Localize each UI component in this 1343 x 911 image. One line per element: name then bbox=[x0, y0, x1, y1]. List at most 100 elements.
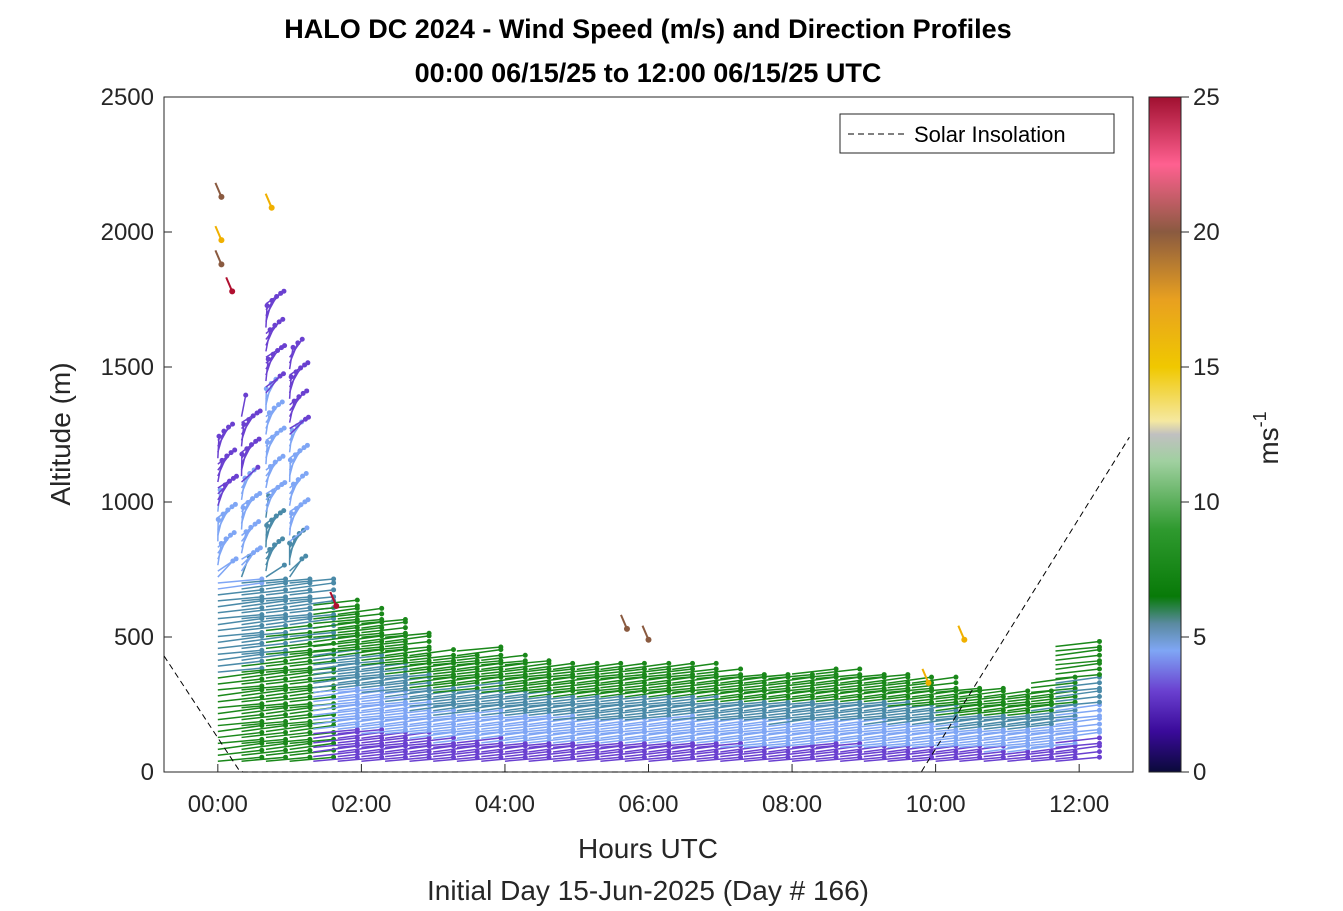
wind-barb-shaft bbox=[815, 737, 860, 744]
wind-barb-shaft bbox=[600, 673, 645, 680]
wind-barb-shaft bbox=[288, 338, 303, 358]
wind-barb-shaft bbox=[337, 607, 382, 616]
wind-barb-shaft bbox=[433, 745, 478, 753]
wind-barb-shaft bbox=[241, 600, 286, 608]
wind-barb-shaft bbox=[265, 738, 310, 745]
wind-barb-point bbox=[379, 749, 385, 755]
wind-barb-point bbox=[953, 749, 959, 755]
wind-barb-point bbox=[1048, 694, 1054, 700]
wind-barb-point bbox=[929, 740, 935, 746]
wind-barb-point bbox=[1000, 721, 1006, 727]
wind-barb-point bbox=[570, 721, 576, 727]
wind-barb-point bbox=[259, 736, 265, 742]
wind-barb-point bbox=[977, 713, 983, 719]
wind-barb-point bbox=[259, 594, 265, 600]
wind-barb-shaft bbox=[720, 703, 765, 712]
wind-barb-shaft bbox=[337, 701, 382, 707]
wind-barb-shaft bbox=[815, 668, 860, 675]
x-tick-label: 08:00 bbox=[762, 791, 822, 818]
wind-barb-point bbox=[304, 388, 310, 394]
wind-barb-point bbox=[929, 699, 935, 705]
wind-barb-shaft bbox=[265, 749, 311, 757]
wind-barb-shaft bbox=[313, 632, 358, 639]
wind-barb-shaft bbox=[217, 613, 262, 620]
wind-barb-point bbox=[833, 735, 839, 741]
wind-barb-shaft bbox=[959, 737, 1004, 744]
wind-barb-point bbox=[641, 685, 647, 691]
wind-barb-point bbox=[1000, 727, 1006, 733]
wind-barb-point bbox=[641, 672, 647, 678]
wind-barb-point bbox=[379, 666, 385, 672]
wind-barb-shaft bbox=[433, 654, 478, 661]
wind-barb-point bbox=[259, 719, 265, 725]
wind-barb-point bbox=[354, 666, 360, 672]
wind-barb-point bbox=[905, 721, 911, 727]
wind-barb-shaft bbox=[265, 484, 283, 501]
wind-barb-point bbox=[809, 672, 815, 678]
wind-barb-shaft bbox=[361, 717, 406, 726]
wind-barb-point bbox=[257, 408, 263, 414]
wind-barb-point bbox=[1000, 754, 1006, 760]
wind-barb-point bbox=[402, 735, 408, 741]
wind-barb-shaft bbox=[337, 737, 382, 744]
wind-barb-point bbox=[738, 672, 744, 678]
wind-barb-shaft bbox=[241, 724, 286, 733]
wind-barb-point bbox=[1096, 735, 1102, 741]
wind-barb-shaft bbox=[337, 723, 382, 730]
wind-barb-point bbox=[1096, 685, 1102, 691]
wind-barb-point bbox=[690, 749, 695, 755]
wind-barb-point bbox=[1025, 721, 1031, 727]
wind-barb-point bbox=[1048, 735, 1054, 741]
wind-barb-shaft bbox=[481, 731, 526, 739]
wind-barb-point bbox=[570, 735, 576, 741]
wind-barb-shaft bbox=[241, 635, 286, 644]
wind-barb-point bbox=[402, 638, 408, 644]
wind-barb-shaft bbox=[743, 742, 789, 749]
wind-barb-shaft bbox=[481, 715, 526, 721]
wind-barb-shaft bbox=[840, 690, 885, 698]
wind-barb-shaft bbox=[863, 737, 908, 744]
wind-barb-shaft bbox=[791, 695, 837, 703]
wind-barb-point bbox=[230, 421, 236, 427]
wind-barb-shaft bbox=[743, 723, 789, 730]
wind-barb-shaft bbox=[791, 673, 837, 680]
wind-barb-point bbox=[426, 735, 432, 741]
wind-barb-point bbox=[618, 727, 624, 733]
wind-barb-shaft bbox=[600, 737, 645, 744]
wind-barb-point bbox=[953, 694, 959, 700]
wind-barb-point bbox=[279, 399, 285, 405]
wind-barb-point bbox=[833, 713, 839, 719]
wind-barb-shaft bbox=[481, 723, 526, 730]
wind-barb-shaft bbox=[337, 742, 382, 749]
wind-barb-point bbox=[498, 721, 504, 727]
wind-barb-shaft bbox=[983, 695, 1028, 703]
wind-barb-shaft bbox=[504, 742, 550, 749]
wind-barb-point bbox=[953, 707, 959, 713]
wind-barb-shaft bbox=[433, 668, 478, 675]
wind-barb-point bbox=[809, 740, 815, 746]
wind-barb-point bbox=[354, 644, 360, 650]
legend: Solar Insolation bbox=[839, 113, 1115, 154]
wind-barb-point bbox=[1025, 727, 1031, 733]
wind-barb-shaft bbox=[361, 750, 406, 758]
wind-barb-point bbox=[474, 749, 480, 755]
wind-barb-point bbox=[233, 556, 239, 562]
wind-barb-shaft bbox=[959, 715, 1004, 721]
wind-barb-shaft bbox=[576, 682, 621, 689]
wind-barb-shaft bbox=[456, 701, 501, 707]
wind-barb-shaft bbox=[600, 701, 645, 707]
wind-barb-shaft bbox=[935, 687, 980, 694]
wind-barb-shaft bbox=[504, 737, 550, 744]
wind-barb-point bbox=[426, 680, 432, 686]
wind-barb-point bbox=[833, 666, 839, 672]
wind-barb-shaft bbox=[241, 578, 286, 584]
wind-barb-shaft bbox=[983, 742, 1028, 749]
wind-barb-shaft bbox=[217, 671, 262, 679]
wind-barb-shaft bbox=[313, 737, 358, 744]
wind-barb-shaft bbox=[720, 682, 765, 689]
wind-barb-shaft bbox=[217, 477, 234, 495]
wind-barb-shaft bbox=[887, 715, 932, 721]
wind-barb-shaft bbox=[337, 731, 382, 739]
wind-barb-point bbox=[1072, 740, 1078, 746]
